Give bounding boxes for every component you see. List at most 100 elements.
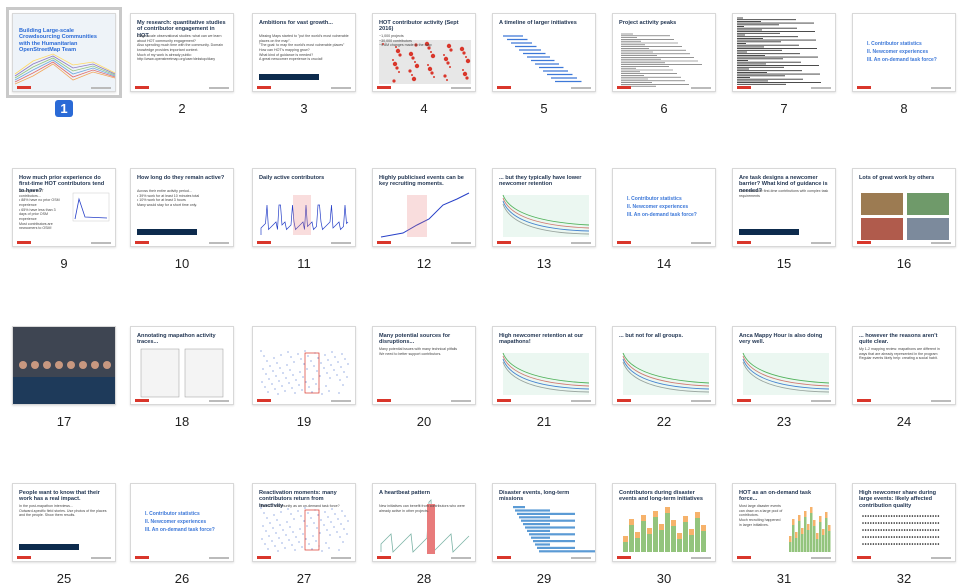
- slide-thumbnail-31[interactable]: HOT as an on-demand task force... Most la…: [732, 483, 838, 586]
- slide-title: Building Large-scale Crowdsourcing Commu…: [19, 28, 98, 54]
- slide-preview[interactable]: High newcomer share during large events:…: [852, 483, 956, 562]
- slide-preview[interactable]: I. Contributor statistics II. Newcomer e…: [612, 168, 716, 247]
- slide-thumbnail-23[interactable]: Anca Mappy Hour is also doing very well.…: [732, 326, 838, 429]
- footer-text: [331, 242, 351, 244]
- slide-preview[interactable]: Lots of great work by others: [852, 168, 956, 247]
- slide-preview[interactable]: Disaster events, long-term missions: [492, 483, 596, 562]
- slide-preview[interactable]: My research: quantitative studies of con…: [130, 13, 234, 92]
- slide-title: Reactivation moments: many contributors …: [259, 490, 337, 509]
- slide-number-label: 28: [416, 571, 432, 586]
- slide-thumbnail-17[interactable]: 17: [12, 326, 118, 429]
- slide-thumbnail-26[interactable]: I. Contributor statistics II. Newcomer e…: [130, 483, 236, 586]
- slide-thumbnail-9[interactable]: How much prior experience do first-time …: [12, 168, 118, 271]
- slide-thumbnail-3[interactable]: Ambitions for vast growth... Missing Maps…: [252, 13, 358, 116]
- slide-thumbnail-25[interactable]: People want to know that their work has …: [12, 483, 118, 586]
- slide-number-label: 9: [60, 256, 68, 271]
- slide-footer: [377, 85, 471, 89]
- slide-thumbnail-15[interactable]: Are task designs a newcomer barrier? Wha…: [732, 168, 838, 271]
- slide-thumbnail-24[interactable]: ... however the reasons aren't quite cle…: [852, 326, 958, 429]
- slide-preview[interactable]: Ambitions for vast growth... Missing Maps…: [252, 13, 356, 92]
- slide-thumbnail-5[interactable]: A timeline of larger initiatives 5: [492, 13, 598, 116]
- slide-preview[interactable]: Annotating mapathon activity traces...: [130, 326, 234, 405]
- slide-thumbnail-2[interactable]: My research: quantitative studies of con…: [130, 13, 236, 116]
- slide-thumbnail-18[interactable]: Annotating mapathon activity traces... 18: [130, 326, 236, 429]
- slide-preview[interactable]: Daily active contributors: [252, 168, 356, 247]
- slide-thumbnail-16[interactable]: Lots of great work by others 16: [852, 168, 958, 271]
- slide-preview[interactable]: Many potential sources for disruptions..…: [372, 326, 476, 405]
- slide-preview[interactable]: ... but they typically have lower newcom…: [492, 168, 596, 247]
- logo-icon: [257, 241, 271, 244]
- slide-thumbnail-20[interactable]: Many potential sources for disruptions..…: [372, 326, 478, 429]
- slide-number: 14: [612, 256, 716, 271]
- slide-preview[interactable]: How much prior experience do first-time …: [12, 168, 116, 247]
- slide-preview[interactable]: Reactivation moments: many contributors …: [252, 483, 356, 562]
- slide-thumbnail-32[interactable]: High newcomer share during large events:…: [852, 483, 958, 586]
- slide-title: How long do they remain active?: [137, 175, 225, 181]
- highlight-banner: [739, 229, 799, 235]
- slide-preview[interactable]: How long do they remain active? Across th…: [130, 168, 234, 247]
- slide-preview[interactable]: HOT contributor activity (Sept 2016) ~1,0…: [372, 13, 476, 92]
- slide-body-text: New initiatives can benefit from contrib…: [379, 504, 465, 513]
- slide-number: 18: [130, 414, 234, 429]
- footer-text: [209, 400, 229, 402]
- slide-preview[interactable]: High newcomer retention at our mapathons…: [492, 326, 596, 405]
- slide-thumbnail-10[interactable]: How long do they remain active? Across th…: [130, 168, 236, 271]
- slide-preview[interactable]: Anca Mappy Hour is also doing very well.: [732, 326, 836, 405]
- slide-thumbnail-29[interactable]: Disaster events, long-term missions 29: [492, 483, 598, 586]
- slide-preview[interactable]: Building Large-scale Crowdsourcing Commu…: [6, 7, 122, 98]
- slide-preview[interactable]: I. Contributor statistics II. Newcomer e…: [852, 13, 956, 92]
- slide-thumbnail-6[interactable]: Project activity peaks 6: [612, 13, 718, 116]
- slide-thumbnail-13[interactable]: ... but they typically have lower newcom…: [492, 168, 598, 271]
- slide-thumbnail-30[interactable]: Contributors during disaster events and …: [612, 483, 718, 586]
- slide-thumbnail-27[interactable]: Reactivation moments: many contributors …: [252, 483, 358, 586]
- slide-number-label: 8: [900, 101, 908, 116]
- slide-title: ... but not for all groups.: [619, 333, 684, 339]
- slide-footer: [737, 85, 831, 89]
- slide-thumbnail-22[interactable]: ... but not for all groups. 22: [612, 326, 718, 429]
- footer-text: [209, 242, 229, 244]
- slide-graphic: [742, 352, 830, 395]
- slide-thumbnail-28[interactable]: A heartbeat pattern New initiatives can b…: [372, 483, 478, 586]
- slide-graphic: [861, 193, 949, 240]
- slide-preview[interactable]: Highly publicised events can be key recr…: [372, 168, 476, 247]
- slide-thumbnail-11[interactable]: Daily active contributors 11: [252, 168, 358, 271]
- slide-number-label: 16: [896, 256, 912, 271]
- slide-graphic: [260, 195, 349, 235]
- slide-graphic: [260, 350, 349, 395]
- slide-thumbnail-8[interactable]: I. Contributor statistics II. Newcomer e…: [852, 13, 958, 116]
- slide-thumbnail-19[interactable]: 19: [252, 326, 358, 429]
- slide-preview[interactable]: [12, 326, 116, 405]
- slide-preview[interactable]: ... however the reasons aren't quite cle…: [852, 326, 956, 405]
- footer-text: [331, 557, 351, 559]
- slide-footer: [377, 240, 471, 244]
- slide-title: My research: quantitative studies of con…: [137, 20, 226, 39]
- slide-body-text: Can't reconcile first-time contributions…: [739, 189, 829, 198]
- slide-graphic: [379, 40, 471, 84]
- slide-footer: [497, 85, 591, 89]
- slide-number: 9: [12, 256, 116, 271]
- slide-thumbnail-1[interactable]: Building Large-scale Crowdsourcing Commu…: [6, 7, 122, 117]
- slide-preview[interactable]: A heartbeat pattern New initiatives can b…: [372, 483, 476, 562]
- slide-preview[interactable]: [252, 326, 356, 405]
- slide-title: People want to know that their work has …: [19, 490, 100, 503]
- slide-preview[interactable]: A timeline of larger initiatives: [492, 13, 596, 92]
- slide-preview[interactable]: People want to know that their work has …: [12, 483, 116, 562]
- slide-thumbnail-21[interactable]: High newcomer retention at our mapathons…: [492, 326, 598, 429]
- slide-number-label: 32: [896, 571, 912, 586]
- slide-preview[interactable]: ... but not for all groups.: [612, 326, 716, 405]
- slide-preview[interactable]: HOT as an on-demand task force... Most la…: [732, 483, 836, 562]
- slide-preview[interactable]: Contributors during disaster events and …: [612, 483, 716, 562]
- slide-thumbnail-7[interactable]: 7: [732, 13, 838, 116]
- footer-text: [931, 87, 951, 89]
- slide-preview[interactable]: Are task designs a newcomer barrier? Wha…: [732, 168, 836, 247]
- slide-preview[interactable]: [732, 13, 836, 92]
- slide-number: 29: [492, 571, 596, 586]
- slide-thumbnail-4[interactable]: HOT contributor activity (Sept 2016) ~1,0…: [372, 13, 478, 116]
- slide-thumbnail-14[interactable]: I. Contributor statistics II. Newcomer e…: [612, 168, 718, 271]
- logo-icon: [497, 399, 511, 402]
- slide-preview[interactable]: Project activity peaks: [612, 13, 716, 92]
- slide-preview[interactable]: I. Contributor statistics II. Newcomer e…: [130, 483, 234, 562]
- slide-number-label: 15: [776, 256, 792, 271]
- slide-thumbnail-12[interactable]: Highly publicised events can be key recr…: [372, 168, 478, 271]
- slide-graphic: [72, 192, 110, 222]
